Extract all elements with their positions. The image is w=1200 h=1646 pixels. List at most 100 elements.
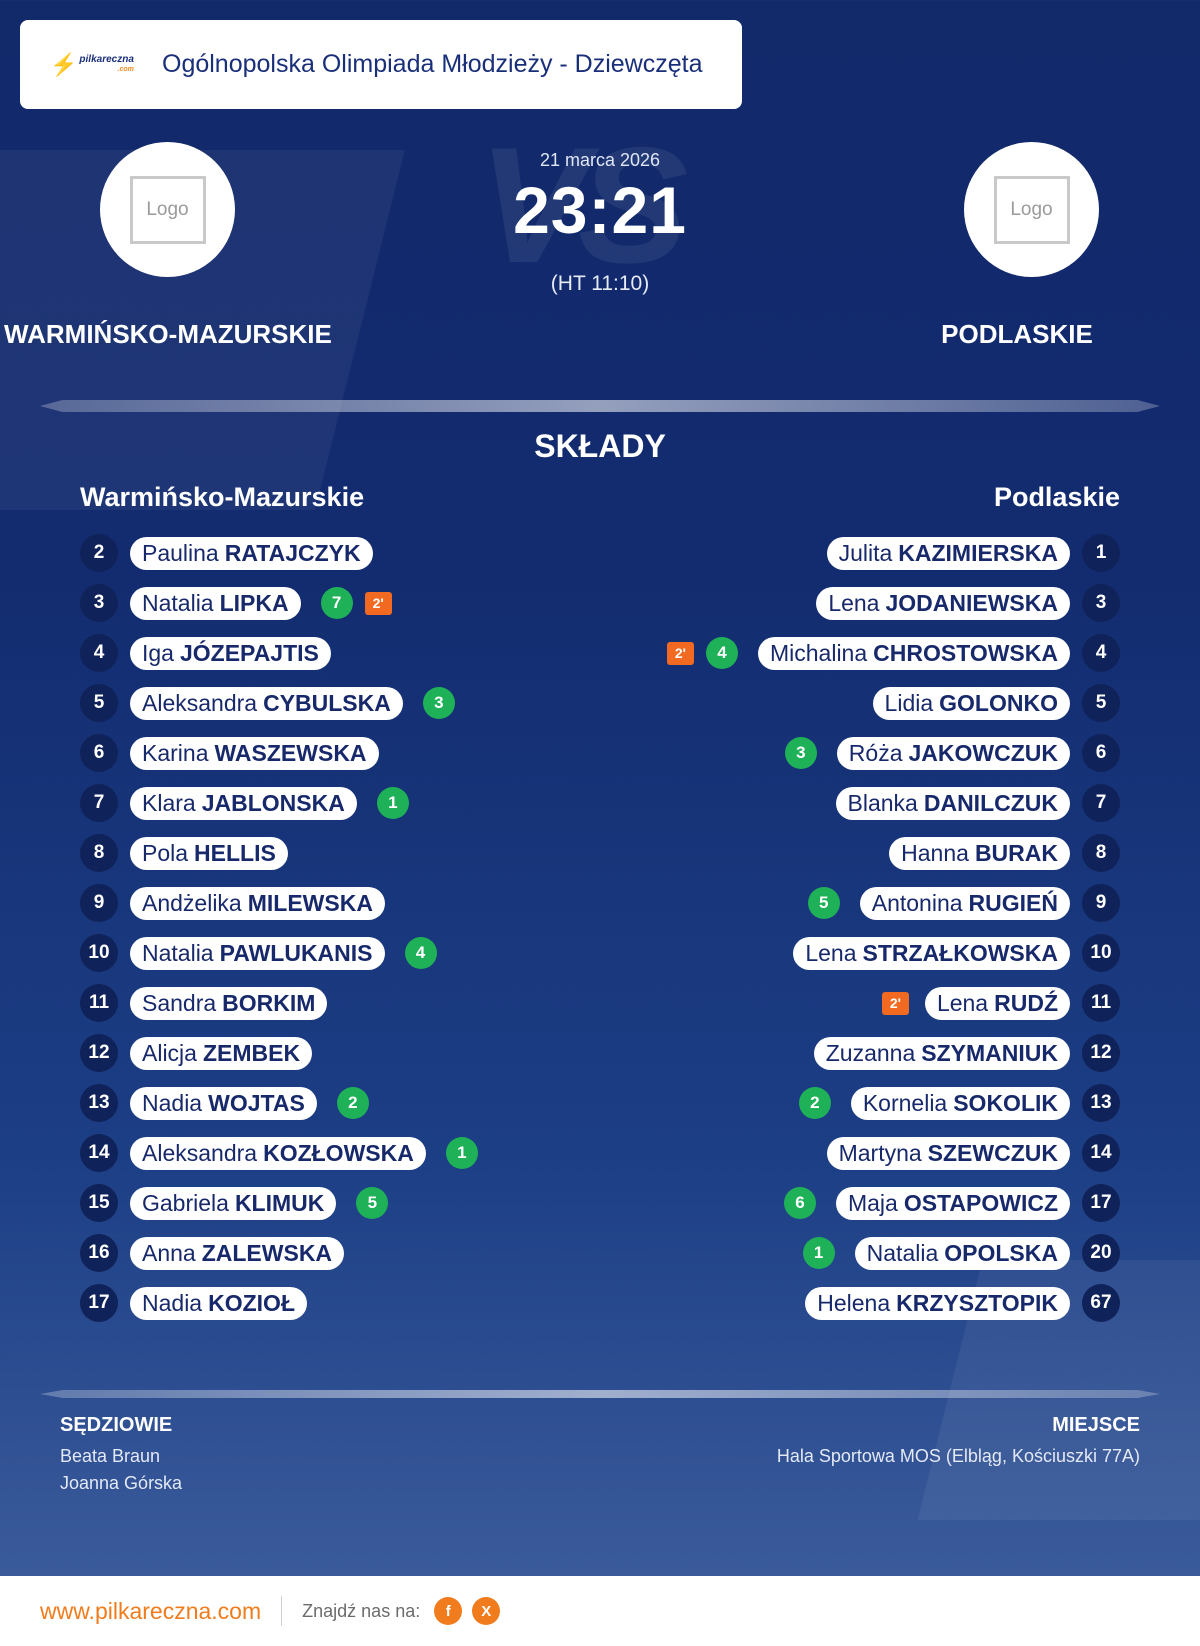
player-name[interactable]: Natalia OPOLSKA [854, 1236, 1070, 1270]
player-first-name: Lidia [884, 689, 934, 716]
lineups-title: SKŁADY [534, 428, 666, 464]
player-first-name: Natalia [866, 1239, 939, 1266]
player-first-name: Lena [936, 989, 989, 1016]
player-row: 15 Gabriela KLIMUK 5 [80, 1178, 640, 1228]
player-row: 7 Blanka DANILCZUK [560, 778, 1120, 828]
player-name[interactable]: Karina WASZEWSKA [130, 736, 379, 770]
referees-label: SĘDZIOWIE [60, 1414, 173, 1436]
player-number: 2 [80, 534, 118, 572]
player-last-name: CYBULSKA [263, 689, 391, 716]
player-row: 9 Antonina RUGIEŃ 5 [560, 878, 1120, 928]
player-name[interactable]: Sandra BORKIM [130, 986, 328, 1020]
facebook-icon[interactable]: f [434, 1597, 463, 1625]
player-name[interactable]: Iga JÓZEPAJTIS [130, 636, 331, 670]
player-first-name: Nadia [142, 1289, 203, 1316]
suspension-badge: 2' [881, 991, 909, 1015]
player-last-name: STRZAŁKOWSKA [862, 939, 1058, 966]
player-name[interactable]: Helena KRZYSZTOPIK [805, 1286, 1070, 1320]
player-name[interactable]: Julita KAZIMIERSKA [826, 536, 1070, 570]
player-name[interactable]: Lena JODANIEWSKA [816, 586, 1070, 620]
player-first-name: Hanna [901, 839, 969, 866]
goals-badge: 1 [445, 1137, 478, 1169]
player-number: 17 [80, 1284, 118, 1322]
player-name[interactable]: Natalia PAWLUKANIS [130, 936, 385, 970]
player-row: 9 Andżelika MILEWSKA [80, 878, 640, 928]
player-row: 67 Helena KRZYSZTOPIK [560, 1278, 1120, 1328]
player-first-name: Klara [142, 789, 196, 816]
home-roster: 2 Paulina RATAJCZYK 3 Natalia LIPKA 7 2' 4 Iga JÓZ… [80, 528, 640, 1328]
player-name[interactable]: Anna ZALEWSKA [130, 1236, 345, 1270]
player-name[interactable]: Aleksandra CYBULSKA [130, 686, 403, 720]
player-number: 8 [80, 834, 118, 872]
brand-logo[interactable]: ⚡ pilkareczna .com [50, 45, 140, 85]
player-last-name: PAWLUKANIS [219, 939, 373, 966]
logo-placeholder: Logo [993, 175, 1070, 244]
player-first-name: Martyna [838, 1139, 922, 1166]
player-row: 12 Zuzanna SZYMANIUK [560, 1028, 1120, 1078]
x-icon[interactable]: X [472, 1597, 501, 1625]
player-number: 3 [80, 584, 118, 622]
player-row: 7 Klara JABLONSKA 1 [80, 778, 640, 828]
player-name[interactable]: Nadia KOZIOŁ [130, 1286, 307, 1320]
player-name[interactable]: Zuzanna SZYMANIUK [813, 1036, 1070, 1070]
home-team-logo: Logo [100, 142, 235, 277]
player-last-name: JÓZEPAJTIS [179, 639, 319, 666]
player-name[interactable]: Gabriela KLIMUK [130, 1186, 337, 1220]
player-name[interactable]: Natalia LIPKA [130, 586, 301, 620]
player-name[interactable]: Aleksandra KOZŁOWSKA [130, 1136, 426, 1170]
player-last-name: SOKOLIK [953, 1089, 1058, 1116]
player-first-name: Karina [142, 739, 209, 766]
player-name[interactable]: Blanka DANILCZUK [835, 786, 1070, 820]
player-first-name: Andżelika [142, 889, 242, 916]
player-row: 10 Natalia PAWLUKANIS 4 [80, 928, 640, 978]
divider [40, 400, 1160, 412]
player-name[interactable]: Pola HELLIS [130, 836, 288, 870]
player-last-name: WOJTAS [208, 1089, 305, 1116]
player-last-name: SZEWCZUK [927, 1139, 1058, 1166]
player-name[interactable]: Kornelia SOKOLIK [850, 1086, 1070, 1120]
player-number: 6 [1082, 734, 1120, 772]
player-name[interactable]: Martyna SZEWCZUK [826, 1136, 1070, 1170]
player-row: 14 Aleksandra KOZŁOWSKA 1 [80, 1128, 640, 1178]
player-row: 3 Lena JODANIEWSKA [560, 578, 1120, 628]
player-number: 6 [80, 734, 118, 772]
player-row: 4 Iga JÓZEPAJTIS [80, 628, 640, 678]
player-row: 5 Aleksandra CYBULSKA 3 [80, 678, 640, 728]
player-number: 20 [1082, 1234, 1120, 1272]
player-name[interactable]: Andżelika MILEWSKA [130, 886, 385, 920]
player-number: 1 [1082, 534, 1120, 572]
player-name[interactable]: Alicja ZEMBEK [130, 1036, 313, 1070]
match-date: 21 marca 2026 [539, 150, 661, 170]
player-name[interactable]: Michalina CHROSTOWSKA [757, 636, 1070, 670]
player-number: 15 [80, 1184, 118, 1222]
player-row: 4 Michalina CHROSTOWSKA 4 2' [560, 628, 1120, 678]
player-name[interactable]: Lidia GOLONKO [872, 686, 1070, 720]
player-name[interactable]: Nadia WOJTAS [130, 1086, 317, 1120]
player-last-name: JABLONSKA [201, 789, 345, 816]
referee-name: Joanna Górska [60, 1473, 183, 1493]
player-row: 11 Lena RUDŹ 2' [560, 978, 1120, 1028]
away-team-logo: Logo [964, 142, 1099, 277]
logo-placeholder: Logo [129, 175, 206, 244]
player-number: 5 [1082, 684, 1120, 722]
brand-wordmark: pilkareczna .com [79, 53, 134, 73]
player-last-name: ZALEWSKA [201, 1239, 333, 1266]
player-name[interactable]: Lena RUDŹ [924, 986, 1070, 1020]
player-name[interactable]: Róża JAKOWCZUK [836, 736, 1070, 770]
player-number: 10 [80, 934, 118, 972]
vs-watermark: VS [478, 113, 688, 297]
player-name[interactable]: Hanna BURAK [889, 836, 1070, 870]
player-last-name: LIPKA [219, 589, 289, 616]
player-first-name: Helena [817, 1289, 891, 1316]
player-name[interactable]: Maja OSTAPOWICZ [835, 1186, 1070, 1220]
player-name[interactable]: Antonina RUGIEŃ [859, 886, 1070, 920]
site-link[interactable]: www.pilkareczna.com [40, 1597, 262, 1624]
player-first-name: Kornelia [862, 1089, 948, 1116]
away-lineup-heading: Podlaskie [993, 482, 1120, 512]
player-row: 16 Anna ZALEWSKA [80, 1228, 640, 1278]
player-last-name: GOLONKO [939, 689, 1058, 716]
player-name[interactable]: Paulina RATAJCZYK [130, 536, 373, 570]
player-first-name: Gabriela [142, 1189, 229, 1216]
player-name[interactable]: Lena STRZAŁKOWSKA [793, 936, 1070, 970]
player-name[interactable]: Klara JABLONSKA [130, 786, 357, 820]
